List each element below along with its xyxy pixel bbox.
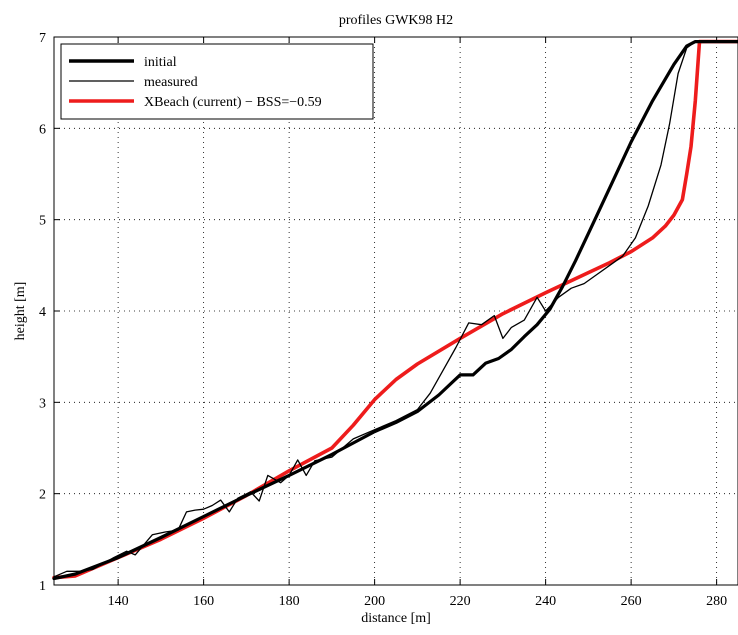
y-tick-label: 7 [39,31,46,46]
y-tick-label: 3 [39,396,46,411]
legend-label: XBeach (current) − BSS=−0.59 [144,95,322,110]
x-tick-label: 220 [450,594,471,609]
series-line-initial [52,39,738,581]
y-tick-label: 2 [39,488,46,503]
x-tick-label: 200 [364,594,385,609]
series-line-measured [53,40,738,578]
x-tick-label: 160 [193,594,214,609]
chart-title: profiles GWK98 H2 [339,13,453,28]
y-tick-label: 6 [39,122,46,137]
grid [54,37,738,585]
y-tick-label: 1 [39,579,46,594]
x-tick-label: 280 [706,594,727,609]
series-group [52,39,738,581]
legend: initial measured XBeach (current) − BSS=−0… [60,43,374,120]
y-tick-label: 4 [39,305,46,320]
x-tick-label: 240 [535,594,556,609]
x-tick-label: 260 [621,594,642,609]
y-tick-label: 5 [39,214,46,229]
x-tick-label: 180 [279,594,300,609]
y-axis-label: height [m] [13,282,28,341]
x-axis-label: distance [m] [361,611,431,626]
x-tick-label: 140 [108,594,129,609]
legend-label: initial [144,55,177,70]
axis-ticks: 140 160 180 200 220 240 260 280 1 2 3 4 5 6 7 [39,31,727,609]
legend-label: measured [144,75,198,90]
